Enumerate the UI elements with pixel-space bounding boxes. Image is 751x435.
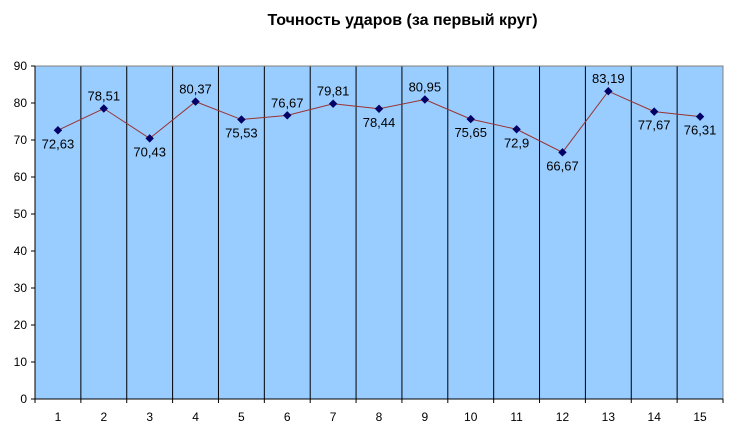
data-label: 77,67 bbox=[638, 118, 671, 133]
data-label: 70,43 bbox=[133, 144, 166, 159]
plot-area bbox=[35, 66, 723, 399]
data-point bbox=[328, 99, 338, 108]
y-tick-label: 60 bbox=[14, 170, 28, 184]
x-tick-label: 1 bbox=[55, 410, 62, 424]
data-label: 75,53 bbox=[225, 126, 258, 141]
data-point bbox=[283, 111, 292, 120]
x-tick-label: 6 bbox=[284, 410, 291, 424]
x-tick-label: 5 bbox=[238, 410, 245, 424]
data-point bbox=[512, 125, 521, 134]
y-tick-label: 30 bbox=[14, 281, 28, 295]
data-label: 72,63 bbox=[42, 136, 75, 151]
data-label: 79,81 bbox=[317, 84, 350, 99]
x-tick-label: 9 bbox=[422, 410, 429, 424]
x-tick-label: 3 bbox=[146, 410, 153, 424]
x-tick-label: 12 bbox=[556, 410, 570, 424]
x-tick-label: 15 bbox=[693, 410, 707, 424]
y-tick-label: 70 bbox=[14, 133, 28, 147]
x-tick-label: 4 bbox=[192, 410, 199, 424]
data-label: 83,19 bbox=[592, 71, 625, 86]
data-point bbox=[191, 97, 200, 106]
data-point bbox=[145, 134, 154, 143]
data-point bbox=[374, 104, 384, 113]
y-tick-label: 0 bbox=[20, 392, 27, 406]
y-tick-label: 40 bbox=[14, 244, 28, 258]
x-tick-label: 11 bbox=[510, 410, 523, 424]
data-label: 78,44 bbox=[363, 115, 396, 130]
y-tick-label: 10 bbox=[14, 355, 28, 369]
data-label: 76,31 bbox=[684, 123, 717, 138]
x-tick-label: 8 bbox=[376, 410, 383, 424]
x-tick-label: 10 bbox=[464, 410, 478, 424]
chart-title: Точность ударов (за первый круг) bbox=[267, 12, 538, 29]
y-tick-label: 20 bbox=[14, 318, 28, 332]
data-label: 66,67 bbox=[546, 158, 579, 173]
x-tick-label: 14 bbox=[648, 410, 662, 424]
data-point bbox=[53, 126, 63, 135]
data-point bbox=[466, 114, 475, 124]
data-label: 72,9 bbox=[504, 135, 529, 150]
x-tick-label: 2 bbox=[100, 410, 107, 424]
y-tick-label: 90 bbox=[14, 59, 28, 73]
data-point bbox=[558, 148, 567, 157]
data-point bbox=[695, 112, 705, 121]
data-label: 75,65 bbox=[454, 125, 487, 140]
x-tick-label: 13 bbox=[602, 410, 616, 424]
x-tick-label: 7 bbox=[330, 410, 337, 424]
data-label: 76,67 bbox=[271, 95, 304, 110]
data-point bbox=[99, 104, 109, 113]
data-label: 80,95 bbox=[409, 79, 442, 94]
data-point bbox=[420, 95, 430, 104]
data-label: 78,51 bbox=[88, 89, 121, 104]
data-point bbox=[237, 115, 246, 124]
y-tick-label: 80 bbox=[14, 96, 28, 110]
data-point bbox=[604, 86, 613, 96]
y-tick-label: 50 bbox=[14, 207, 28, 221]
data-label: 80,37 bbox=[179, 82, 212, 97]
data-point bbox=[649, 107, 659, 116]
